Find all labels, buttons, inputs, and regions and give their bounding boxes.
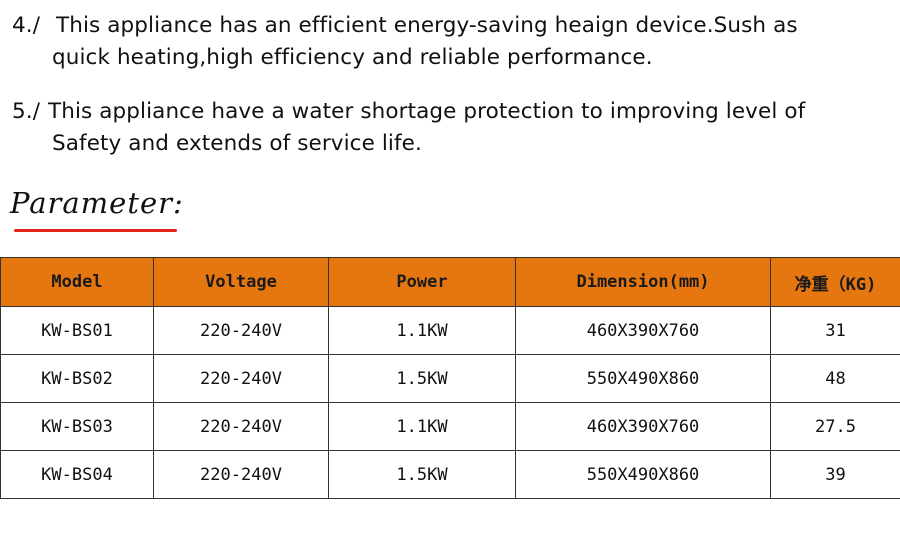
- column-header-net-weight: 净重（KG): [770, 257, 900, 307]
- cell-dimension: 460X390X760: [515, 402, 771, 451]
- table-row: KW-BS01 220-240V 1.1KW 460X390X760 31: [0, 306, 900, 355]
- table-row: KW-BS03 220-240V 1.1KW 460X390X760 27.5: [0, 402, 900, 451]
- cell-power: 1.5KW: [328, 450, 516, 499]
- table-header-row: Model Voltage Power Dimension(mm) 净重（KG): [0, 257, 900, 307]
- note-number: 5./: [12, 99, 41, 124]
- cell-net-weight: 48: [770, 354, 900, 403]
- cell-voltage: 220-240V: [153, 354, 329, 403]
- cell-dimension: 550X490X860: [515, 354, 771, 403]
- note-number: 4./: [12, 13, 41, 38]
- cell-model: KW-BS04: [0, 450, 154, 499]
- cell-net-weight: 27.5: [770, 402, 900, 451]
- cell-dimension: 550X490X860: [515, 450, 771, 499]
- cell-voltage: 220-240V: [153, 450, 329, 499]
- section-underline: [14, 229, 177, 232]
- feature-note-5: 5./ This appliance have a water shortage …: [12, 96, 890, 160]
- feature-note-4: 4./ This appliance has an efficient energ…: [12, 10, 890, 74]
- table-row: KW-BS02 220-240V 1.5KW 550X490X860 48: [0, 354, 900, 403]
- note-text-line1: This appliance has an efficient energy-s…: [56, 13, 798, 38]
- column-header-power: Power: [328, 257, 516, 307]
- cell-power: 1.5KW: [328, 354, 516, 403]
- cell-power: 1.1KW: [328, 306, 516, 355]
- cell-model: KW-BS01: [0, 306, 154, 355]
- column-header-model: Model: [0, 257, 154, 307]
- cell-voltage: 220-240V: [153, 306, 329, 355]
- cell-net-weight: 31: [770, 306, 900, 355]
- note-text-line2: quick heating,high efficiency and reliab…: [52, 45, 653, 70]
- cell-model: KW-BS03: [0, 402, 154, 451]
- column-header-dimension: Dimension(mm): [515, 257, 771, 307]
- cell-power: 1.1KW: [328, 402, 516, 451]
- note-text-line2: Safety and extends of service life.: [52, 131, 422, 156]
- note-text-line1: This appliance have a water shortage pro…: [48, 99, 806, 124]
- cell-net-weight: 39: [770, 450, 900, 499]
- cell-voltage: 220-240V: [153, 402, 329, 451]
- section-title: Parameter:: [10, 186, 184, 220]
- cell-model: KW-BS02: [0, 354, 154, 403]
- parameter-table: Model Voltage Power Dimension(mm) 净重（KG)…: [0, 257, 900, 499]
- table-row: KW-BS04 220-240V 1.5KW 550X490X860 39: [0, 450, 900, 499]
- column-header-voltage: Voltage: [153, 257, 329, 307]
- cell-dimension: 460X390X760: [515, 306, 771, 355]
